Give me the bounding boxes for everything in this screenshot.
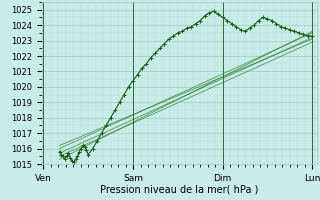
X-axis label: Pression niveau de la mer( hPa ): Pression niveau de la mer( hPa ): [100, 184, 258, 194]
